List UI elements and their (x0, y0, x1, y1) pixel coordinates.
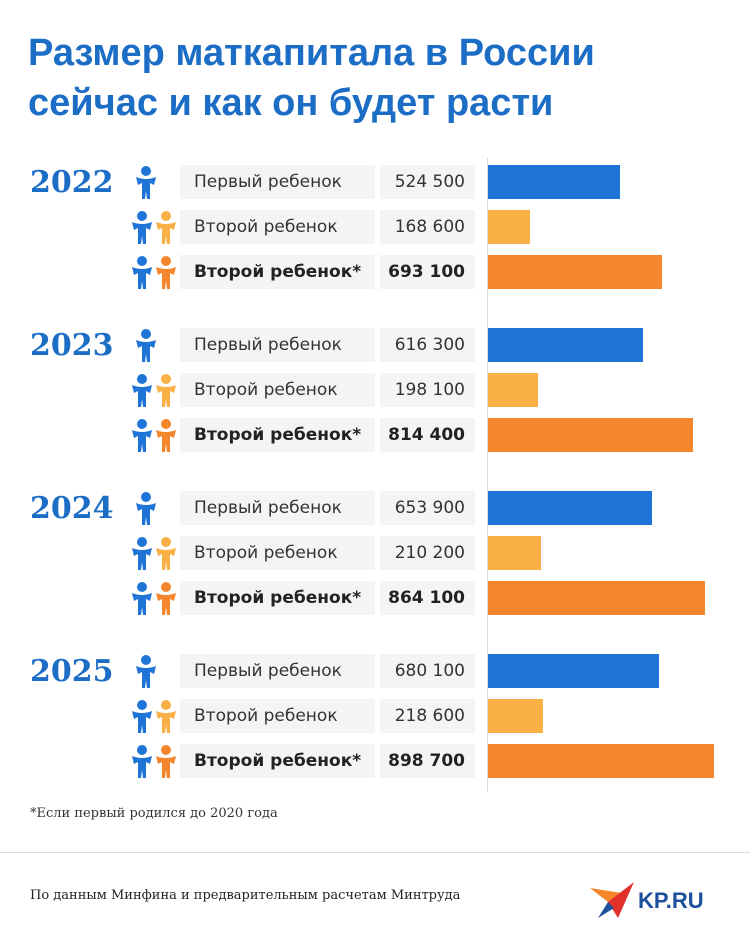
bar (488, 744, 714, 778)
value-label: 693 100 (380, 255, 475, 289)
bar (488, 654, 660, 688)
value-label: 524 500 (380, 165, 475, 199)
person-icon (132, 745, 176, 778)
row-label: Первый ребенок (180, 165, 375, 199)
bar (488, 255, 663, 289)
person-icon (132, 537, 176, 570)
value-label: 210 200 (380, 536, 475, 570)
bar (488, 699, 543, 733)
value-label: 198 100 (380, 373, 475, 407)
value-label: 616 300 (380, 328, 475, 362)
year-label: 2024 (30, 491, 114, 526)
value-label: 898 700 (380, 744, 475, 778)
logo: KP.RU (638, 888, 704, 913)
source: По данным Минфина и предварительным расч… (30, 888, 461, 903)
bar (488, 328, 643, 362)
year-label: 2023 (30, 328, 114, 363)
person-icon (132, 374, 176, 407)
year-label: 2022 (30, 165, 114, 200)
person-icon (132, 700, 176, 733)
bar (488, 373, 538, 407)
value-label: 864 100 (380, 581, 475, 615)
bar (488, 536, 541, 570)
divider (0, 852, 750, 853)
row-label: Второй ребенок* (180, 581, 375, 615)
row-label: Первый ребенок (180, 328, 375, 362)
axis-line (487, 158, 488, 792)
person-icon (136, 492, 156, 525)
value-label: 680 100 (380, 654, 475, 688)
bar (488, 491, 653, 525)
row-label: Первый ребенок (180, 491, 375, 525)
footnote: *Если первый родился до 2020 года (30, 806, 278, 821)
row-label: Второй ребенок* (180, 255, 375, 289)
person-icon (136, 329, 156, 362)
bar (488, 210, 531, 244)
person-icon (132, 211, 176, 244)
person-icon (132, 256, 176, 289)
row-label: Первый ребенок (180, 654, 375, 688)
row-label: Второй ребенок (180, 699, 375, 733)
year-label: 2025 (30, 654, 114, 689)
person-icon (132, 419, 176, 452)
row-label: Второй ребенок (180, 210, 375, 244)
value-label: 218 600 (380, 699, 475, 733)
row-label: Второй ребенок* (180, 418, 375, 452)
person-icon (132, 582, 176, 615)
value-label: 653 900 (380, 491, 475, 525)
person-icon (136, 166, 156, 199)
chart-title: Размер маткапитала в России сейчас и как… (28, 32, 595, 124)
value-label: 814 400 (380, 418, 475, 452)
row-label: Второй ребенок* (180, 744, 375, 778)
person-icon (136, 655, 156, 688)
bar (488, 581, 706, 615)
row-label: Второй ребенок (180, 536, 375, 570)
row-label: Второй ребенок (180, 373, 375, 407)
bar (488, 165, 620, 199)
bar (488, 418, 693, 452)
logo-icon (590, 882, 634, 918)
value-label: 168 600 (380, 210, 475, 244)
